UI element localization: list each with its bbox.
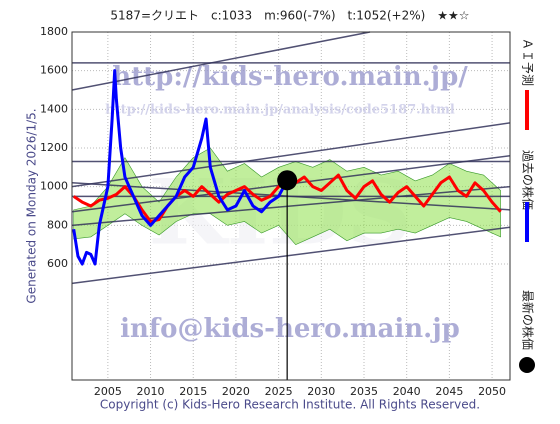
watermark: http://kids-hero.main.jp/ bbox=[112, 62, 468, 92]
trend-line bbox=[71, 182, 511, 211]
legend-label: 最新の株価 bbox=[521, 290, 536, 350]
copyright: Copyright (c) Kids-Hero Research Institu… bbox=[100, 398, 480, 412]
y-tick-label: 1600 bbox=[40, 64, 68, 77]
x-tick-label: 2030 bbox=[307, 385, 335, 398]
legend-swatch bbox=[519, 357, 535, 373]
y-tick-label: 1000 bbox=[40, 180, 68, 193]
y-tick-label: 1800 bbox=[40, 25, 68, 38]
watermark: http://kids-hero.main.jp/analysis/code51… bbox=[105, 103, 455, 118]
watermark: info@kids-hero.main.jp bbox=[120, 314, 460, 344]
x-tick-label: 2010 bbox=[137, 385, 165, 398]
trend-line bbox=[71, 122, 511, 188]
y-tick-label: 1400 bbox=[40, 102, 68, 115]
x-tick-label: 2005 bbox=[94, 385, 122, 398]
plot-border bbox=[71, 31, 511, 381]
x-tick-label: 2025 bbox=[265, 385, 293, 398]
x-tick-label: 2045 bbox=[435, 385, 463, 398]
y-tick-label: 1200 bbox=[40, 141, 68, 154]
trend-line bbox=[71, 31, 371, 91]
x-tick-label: 2050 bbox=[478, 385, 506, 398]
trend-line bbox=[71, 226, 511, 285]
x-tick-label: 2020 bbox=[222, 385, 250, 398]
legend-label: ＡＩ予測 bbox=[521, 38, 535, 86]
y-tick-label: 600 bbox=[47, 257, 68, 270]
series-line bbox=[72, 69, 289, 266]
x-tick-label: 2015 bbox=[179, 385, 207, 398]
generated-note: Generated on Monday 2026/1/5. bbox=[25, 108, 39, 303]
chart-title: 5187=クリエト c:1033 m:960(-7%) t:1052(+2%) … bbox=[110, 9, 469, 23]
x-tick-label: 2040 bbox=[393, 385, 421, 398]
y-tick-label: 800 bbox=[47, 218, 68, 231]
latest-dot bbox=[277, 170, 298, 191]
legend-label: 過去の株価 bbox=[521, 150, 536, 210]
x-tick-label: 2035 bbox=[350, 385, 378, 398]
